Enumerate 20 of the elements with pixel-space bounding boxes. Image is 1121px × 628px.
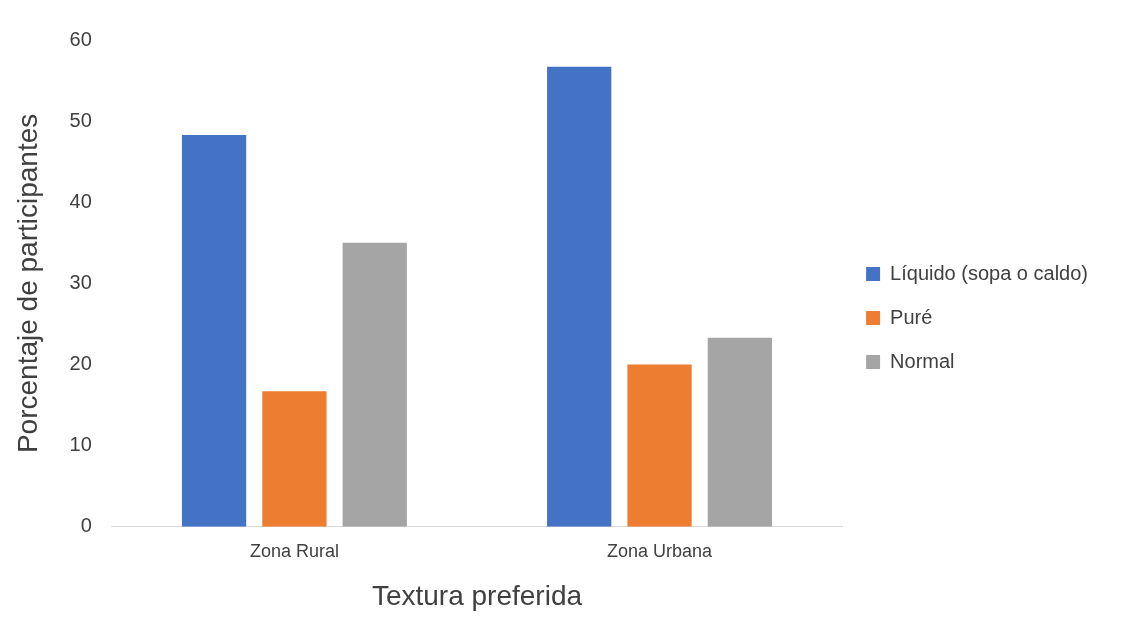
y-tick-label: 40: [69, 189, 92, 212]
bar: [547, 66, 612, 527]
bar: [627, 364, 692, 527]
legend-label: Líquido (sopa o caldo): [890, 261, 1089, 284]
y-tick-label: 10: [69, 433, 92, 456]
x-tick-label: Zona Rural: [249, 540, 339, 561]
bar: [181, 134, 247, 527]
y-tick-label: 50: [69, 108, 92, 131]
legend-label: Puré: [890, 305, 933, 328]
y-tick-label: 20: [69, 352, 92, 375]
legend-label: Normal: [890, 349, 955, 372]
x-tick-label: Zona Urbana: [606, 540, 714, 561]
bar: [262, 391, 327, 527]
x-axis-title: Textura preferida: [371, 579, 583, 611]
bar: [342, 242, 407, 527]
y-axis-title: Porcentaje de participantes: [11, 113, 43, 454]
y-tick-label: 60: [69, 27, 92, 50]
bar: [707, 337, 772, 527]
y-tick-label: 30: [69, 270, 92, 293]
y-tick-label: 0: [80, 514, 92, 537]
